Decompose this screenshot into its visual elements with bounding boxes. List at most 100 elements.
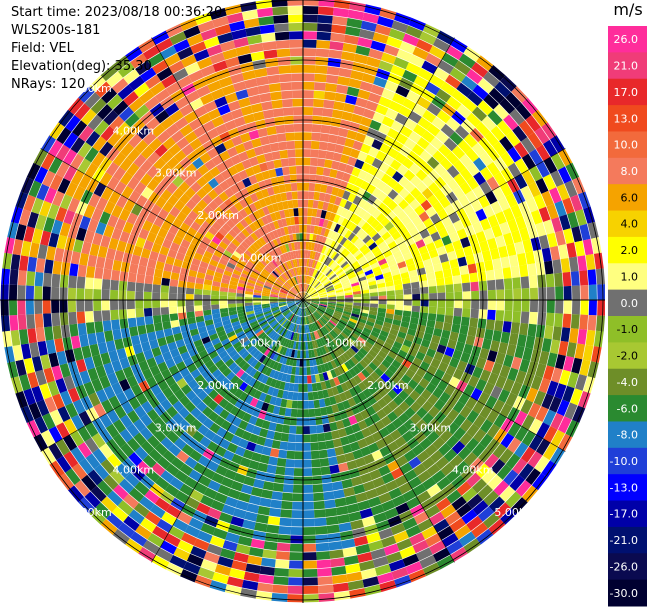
radar-gate [48,232,60,248]
radar-gate [289,216,296,226]
radar-gate [344,361,353,371]
radar-gate [239,208,248,219]
radar-gate [347,156,358,167]
radar-gate [316,31,332,41]
radar-gate [78,410,92,426]
radar-gate [179,395,191,407]
radar-gate [523,372,535,388]
radar-gate [92,417,106,433]
radar-gate [535,363,547,378]
radar-gate [197,132,211,145]
radar-gate [512,458,528,475]
colorbar-label: -1.0 [617,323,638,336]
radar-gate [503,114,519,131]
radar-gate [143,239,154,251]
radar-gate [353,374,363,385]
radar-gate [362,388,372,399]
radar-gate [252,220,261,230]
radar-gate [296,275,300,284]
radar-gate [352,394,362,405]
radar-gate [140,248,151,259]
radar-gate [237,259,247,267]
radar-gate [211,308,220,315]
radar-gate [385,337,395,346]
radar-gate [421,130,436,144]
radar-gate [507,146,522,163]
radar-gate [292,233,297,242]
radar-gate [27,211,39,229]
radar-gate [77,142,92,158]
radar-gate [418,211,430,223]
radar-gate [294,267,298,276]
radar-gate [458,53,476,69]
radar-gate [300,250,303,258]
radar-gate [429,292,438,300]
radar-gate [278,255,284,264]
radar-gate [269,331,277,339]
radar-gate [312,269,317,277]
radar-gate [494,320,504,332]
radar-gate [313,365,319,375]
radar-gate [272,405,281,415]
radar-gate [291,268,296,277]
radar-gate [123,68,140,85]
radar-gate [533,336,544,351]
radar-gate [245,284,255,290]
radar-gate [445,284,454,293]
radar-gate [253,289,262,294]
radar-gate [333,223,341,233]
radar-gate [146,421,160,435]
radar-gate [309,174,317,183]
radar-gate [119,357,131,370]
radar-gate [271,99,283,109]
radar-gate [244,302,253,307]
radar-gate [385,166,397,178]
radar-gate [340,317,349,323]
radar-gate [410,342,421,352]
radar-gate [221,476,234,489]
radar-gate [162,136,176,150]
radar-gate [107,372,119,386]
colorbar-segment [608,316,647,343]
radar-gate [453,427,467,441]
radar-gate [514,174,528,190]
radar-gate [286,270,292,279]
radar-gate [311,208,318,217]
radar-gate [314,217,321,226]
radar-gate [378,492,392,504]
radar-gate [530,348,542,364]
radar-gate [342,546,358,558]
radar-gate [541,122,557,140]
radar-gate [426,463,441,477]
radar-gate [420,199,432,211]
radar-gate [112,484,129,500]
radar-gate [288,292,296,297]
radar-gate [271,342,278,351]
radar-gate [257,382,266,392]
colorbar-segment [608,236,647,264]
radar-gate [471,242,482,255]
radar-gate [152,284,161,293]
radar-gate [282,356,288,365]
radar-gate [283,320,290,328]
radar-gate [127,410,140,424]
radar-gate [230,317,239,324]
radar-gate [477,100,494,116]
radar-gate [288,560,303,569]
ring-label: 2.00km [197,209,239,222]
radar-gate [133,82,150,98]
ring-label: 1.00km [240,252,282,265]
radar-gate [475,230,487,243]
radar-gate [237,282,247,288]
radar-gate [33,433,48,452]
radar-gate [290,288,298,295]
radar-gate [528,165,543,182]
radar-gate [203,72,219,85]
radar-gate [232,341,242,350]
radar-gate [258,574,274,585]
radar-gate [412,357,423,368]
radar-gate [231,135,243,147]
radar-gate [391,20,409,33]
radar-gate [403,204,414,216]
radar-gate [119,271,129,282]
